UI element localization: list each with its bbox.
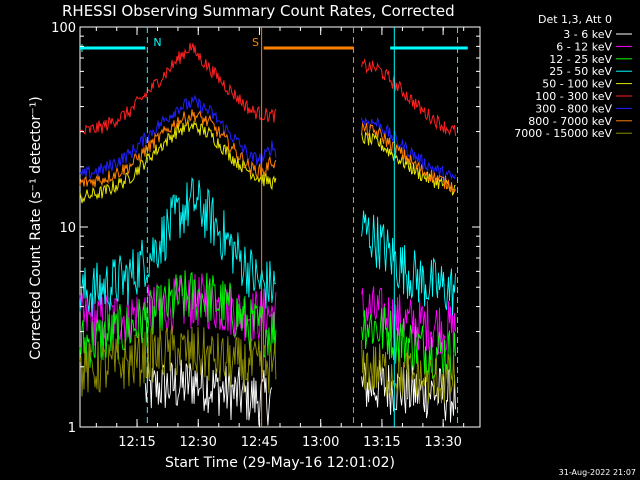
legend-label: 800 - 7000 keV	[528, 115, 612, 128]
chart-title: RHESSI Observing Summary Count Rates, Co…	[62, 2, 455, 20]
legend-label: 6 - 12 keV	[556, 40, 612, 53]
series-line	[361, 286, 456, 355]
y-tick-label: 1	[68, 421, 76, 436]
legend-label: 12 - 25 keV	[549, 53, 612, 66]
series-800-7000-kev	[79, 109, 456, 193]
y-tick-label: 100	[51, 21, 76, 36]
x-tick-label: 13:00	[302, 435, 339, 450]
series-3-6-kev	[144, 358, 456, 426]
series-7000-15000-kev	[79, 325, 456, 406]
series-line	[79, 325, 277, 397]
series-line	[79, 109, 277, 188]
series-100-300-kev	[79, 42, 456, 136]
y-axis-label: Corrected Count Rate (s⁻¹ detector⁻¹)	[28, 96, 44, 359]
series-line	[361, 58, 456, 136]
legend-label: 7000 - 15000 keV	[514, 127, 612, 140]
series-line	[361, 306, 456, 381]
series-layer	[79, 42, 456, 426]
chart-root: RHESSI Observing Summary Count Rates, Co…	[28, 2, 636, 477]
legend-label: 25 - 50 keV	[549, 65, 612, 78]
flag-label: N	[153, 36, 161, 49]
x-axis-label: Start Time (29-May-16 12:01:02)	[165, 455, 395, 471]
x-tick-label: 12:45	[241, 435, 278, 450]
x-tick-label: 13:30	[424, 435, 461, 450]
series-line	[79, 42, 277, 136]
series-12-25-kev	[79, 270, 456, 381]
flag-label: S	[252, 36, 259, 49]
series-line	[79, 273, 277, 346]
series-line	[79, 270, 277, 368]
series-line	[361, 131, 456, 197]
legend-header: Det 1,3, Att 0	[538, 13, 612, 26]
legend-label: 100 - 300 keV	[535, 90, 612, 103]
series-25-50-kev	[79, 176, 456, 317]
legend-label: 300 - 800 keV	[535, 102, 612, 115]
axis-layer: 12:15 12:30 12:45 13:00 13:15 13:30 1 10 100	[51, 21, 480, 450]
series-line	[361, 116, 456, 183]
series-300-800-kev	[79, 94, 456, 183]
legend-label: 50 - 100 keV	[542, 78, 612, 91]
footer-date-stamp: 31-Aug-2022 21:07	[559, 468, 636, 477]
x-tick-label: 12:30	[179, 435, 216, 450]
series-line	[79, 94, 277, 179]
legend-label: 3 - 6 keV	[563, 28, 612, 41]
series-line	[144, 358, 273, 426]
series-line	[361, 121, 456, 193]
series-line	[361, 210, 456, 316]
series-50-100-kev	[79, 119, 456, 204]
y-tick-label: 10	[59, 221, 76, 236]
x-tick-label: 13:15	[363, 435, 400, 450]
series-line	[361, 340, 456, 406]
series-6-12-kev	[79, 273, 456, 355]
series-line	[79, 176, 277, 317]
x-tick-label: 12:15	[118, 435, 155, 450]
